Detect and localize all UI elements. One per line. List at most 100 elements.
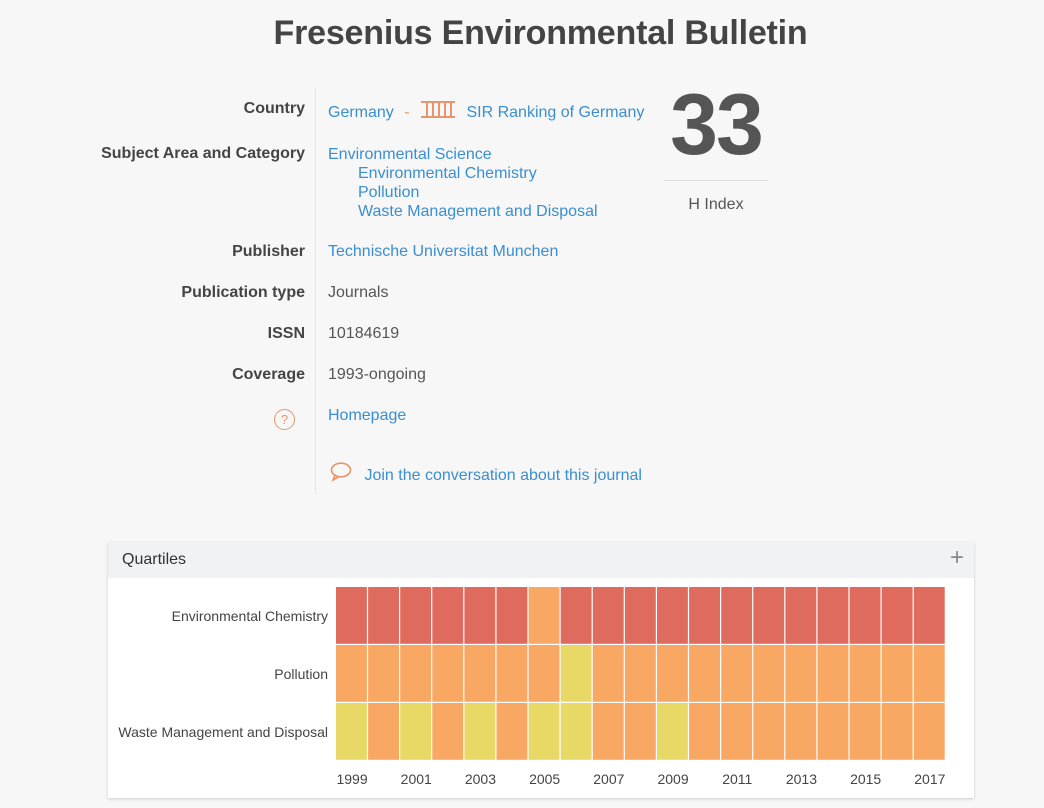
country-separator: - — [404, 104, 410, 121]
heatmap-cell[interactable] — [753, 645, 785, 702]
heatmap-cell[interactable] — [881, 645, 913, 702]
heatmap-cell[interactable] — [753, 587, 785, 644]
heatmap-cell[interactable] — [368, 587, 399, 644]
journal-title: Fresenius Environmental Bulletin — [273, 14, 808, 52]
heatmap-cell[interactable] — [849, 645, 881, 702]
publisher-label: Publisher — [232, 243, 305, 260]
heatmap-cell[interactable] — [560, 645, 592, 702]
help-circle-icon[interactable]: ? — [274, 409, 295, 430]
heatmap-cell[interactable] — [657, 587, 688, 644]
subject-label: Subject Area and Category — [101, 145, 305, 162]
heatmap-year-tick: 2003 — [464, 771, 497, 787]
heatmap-cell[interactable] — [881, 587, 913, 644]
conversation-link[interactable]: Join the conversation about this journal — [364, 467, 642, 484]
heatmap-cell[interactable] — [336, 703, 367, 760]
heatmap-cell[interactable] — [496, 703, 528, 760]
heatmap-cell[interactable] — [432, 703, 464, 760]
chat-bubble-icon[interactable] — [330, 462, 352, 487]
heatmap-cell[interactable] — [336, 587, 367, 644]
category-link[interactable]: Waste Management and Disposal — [358, 203, 598, 220]
heatmap-cell[interactable] — [592, 587, 624, 644]
subject-value: Environmental Science Environmental Chem… — [328, 145, 598, 221]
heatmap-year-tick: 2017 — [914, 771, 946, 787]
heatmap-cell[interactable] — [785, 703, 817, 760]
heatmap-year-tick: 2013 — [785, 771, 818, 787]
category-link[interactable]: Environmental Chemistry — [358, 165, 537, 182]
subject-area-link[interactable]: Environmental Science — [328, 146, 492, 163]
heatmap-row-label: Pollution — [274, 666, 328, 682]
heatmap-year-tick: 2007 — [593, 771, 625, 787]
heatmap-cell[interactable] — [913, 587, 945, 644]
heatmap-cell[interactable] — [432, 645, 464, 702]
heatmap-cell[interactable] — [400, 703, 432, 760]
country-label: Country — [243, 100, 305, 117]
issn-label: ISSN — [267, 325, 305, 342]
heatmap-cell[interactable] — [496, 587, 528, 644]
heatmap-cell[interactable] — [496, 645, 528, 702]
heatmap-cell[interactable] — [528, 645, 560, 702]
heatmap-cell[interactable] — [689, 645, 720, 702]
heatmap-cell[interactable] — [881, 703, 913, 760]
heatmap-cell[interactable] — [400, 587, 432, 644]
heatmap-cell[interactable] — [753, 703, 785, 760]
publisher-link[interactable]: Technische Universitat Munchen — [328, 243, 559, 260]
heatmap-cell[interactable] — [624, 645, 656, 702]
heatmap-cell[interactable] — [464, 703, 496, 760]
heatmap-year-tick: 1999 — [336, 771, 368, 787]
coverage-value: 1993-ongoing — [328, 366, 426, 383]
heatmap-row-label: Environmental Chemistry — [171, 608, 328, 624]
heatmap-cell[interactable] — [689, 587, 720, 644]
homepage-link[interactable]: Homepage — [328, 407, 407, 424]
info-divider — [315, 88, 316, 494]
heatmap-cell[interactable] — [336, 645, 367, 702]
heatmap-year-tick: 2009 — [657, 771, 689, 787]
heatmap-cell[interactable] — [785, 645, 817, 702]
heatmap-cell[interactable] — [400, 645, 432, 702]
conversation-row: Join the conversation about this journal — [330, 462, 642, 487]
heatmap-cell[interactable] — [464, 645, 496, 702]
plus-icon[interactable]: + — [949, 544, 964, 571]
heatmap-cell[interactable] — [913, 703, 945, 760]
heatmap-row-label: Waste Management and Disposal — [118, 724, 328, 740]
pubtype-label: Publication type — [181, 284, 305, 301]
heatmap-cell[interactable] — [785, 587, 817, 644]
heatmap-cell[interactable] — [817, 645, 849, 702]
heatmap-cell[interactable] — [657, 703, 688, 760]
country-value: Germany - SIR Ranking of Germany — [328, 100, 644, 125]
heatmap-cell[interactable] — [560, 587, 592, 644]
heatmap-cell[interactable] — [368, 703, 399, 760]
heatmap-cell[interactable] — [528, 703, 560, 760]
sir-ranking-link[interactable]: SIR Ranking of Germany — [466, 104, 645, 121]
heatmap-cell[interactable] — [689, 703, 720, 760]
category-link[interactable]: Pollution — [358, 184, 420, 201]
heatmap-cell[interactable] — [721, 703, 753, 760]
heatmap-cell[interactable] — [624, 587, 656, 644]
heatmap-cell[interactable] — [817, 587, 849, 644]
heatmap-cell[interactable] — [849, 587, 881, 644]
h-index-divider — [664, 180, 768, 181]
heatmap-year-tick: 2001 — [400, 771, 432, 787]
heatmap-cell[interactable] — [560, 703, 592, 760]
heatmap-cell[interactable] — [528, 587, 560, 644]
h-index-value: 33 — [670, 77, 764, 173]
quartiles-title: Quartiles — [122, 551, 187, 568]
heatmap-cell[interactable] — [913, 645, 945, 702]
heatmap-cell[interactable] — [721, 645, 753, 702]
heatmap-cell[interactable] — [817, 703, 849, 760]
heatmap-cell[interactable] — [721, 587, 753, 644]
coverage-label: Coverage — [232, 366, 305, 383]
quartiles-panel: Quartiles + Environmental Chemistry Pollu… — [108, 542, 974, 798]
ranking-bars-icon[interactable] — [420, 100, 456, 125]
heatmap-cell[interactable] — [592, 703, 624, 760]
heatmap-cell[interactable] — [657, 645, 688, 702]
heatmap-cell[interactable] — [464, 587, 496, 644]
quartiles-header: Quartiles + — [108, 542, 974, 578]
country-link[interactable]: Germany — [328, 104, 394, 121]
heatmap-cell[interactable] — [849, 703, 881, 760]
heatmap-year-tick: 2005 — [529, 771, 561, 787]
heatmap-cell[interactable] — [432, 587, 464, 644]
heatmap-cell[interactable] — [624, 703, 656, 760]
heatmap-cell[interactable] — [592, 645, 624, 702]
heatmap-cell[interactable] — [368, 645, 399, 702]
heatmap-year-tick: 2015 — [850, 771, 882, 787]
